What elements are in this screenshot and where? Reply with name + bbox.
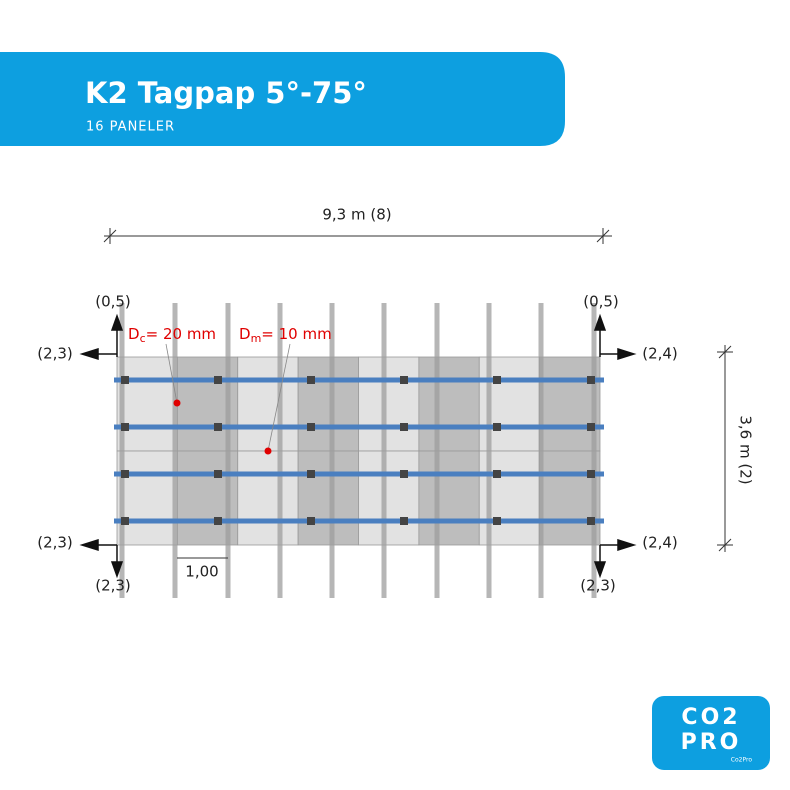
corner-arrows	[79, 313, 637, 579]
solar-panel	[539, 356, 601, 452]
clamp	[587, 423, 595, 431]
header-bar	[0, 52, 565, 146]
dimension-lines	[103, 228, 733, 559]
mounting-rail	[114, 424, 604, 430]
clamp	[493, 517, 501, 525]
load-label: (2,4)	[642, 345, 678, 363]
clamp	[493, 470, 501, 478]
logo-text: CO2	[681, 705, 740, 730]
rafter	[329, 303, 335, 598]
title: K2 Tagpap 5°-75°	[85, 76, 367, 110]
clamp	[400, 470, 408, 478]
clamp	[493, 376, 501, 384]
clamp	[214, 376, 222, 384]
load-label: (2,4)	[642, 534, 678, 552]
logo-caption: Co2Pro	[731, 757, 753, 764]
load-label: (0,5)	[583, 293, 619, 311]
rafter	[381, 303, 387, 598]
subtitle: 16 PANELER	[86, 120, 175, 135]
clamp	[214, 517, 222, 525]
solar-panel	[297, 356, 359, 452]
clamp	[307, 517, 315, 525]
clamp	[307, 376, 315, 384]
rafter	[172, 303, 178, 598]
clamp	[400, 376, 408, 384]
solar-panel	[418, 450, 480, 546]
clamp	[121, 376, 129, 384]
roof-layout	[114, 303, 604, 598]
clamp	[214, 423, 222, 431]
solar-panel	[297, 450, 359, 546]
rafter	[434, 303, 440, 598]
rafter	[225, 303, 231, 598]
solar-panel	[237, 450, 299, 546]
rafter	[591, 303, 597, 598]
load-label: (2,3)	[95, 577, 131, 595]
clamp	[121, 470, 129, 478]
rafter	[277, 303, 283, 598]
clamp	[121, 517, 129, 525]
clamp	[307, 470, 315, 478]
solar-panel	[358, 450, 420, 546]
annotation-dot	[264, 447, 272, 455]
clamp	[121, 423, 129, 431]
clamp	[587, 470, 595, 478]
load-label: (0,5)	[95, 293, 131, 311]
annotation: Dm= 10 mm	[239, 325, 332, 346]
rafter	[538, 303, 544, 598]
clamp	[400, 517, 408, 525]
solar-panel	[116, 356, 178, 452]
width-label: 9,3 m (8)	[322, 206, 391, 224]
height-label: 3,6 m (2)	[737, 415, 755, 484]
solar-panel	[418, 356, 480, 452]
clamp	[307, 423, 315, 431]
load-label: (2,3)	[37, 345, 73, 363]
annotation: Dc= 20 mm	[128, 325, 216, 346]
solar-panel	[539, 450, 601, 546]
rafter	[486, 303, 492, 598]
load-label: (2,3)	[580, 577, 616, 595]
leader-lines	[165, 343, 291, 452]
rafter	[119, 303, 125, 598]
mounting-rail	[114, 377, 604, 383]
clamp	[214, 470, 222, 478]
clamp	[587, 376, 595, 384]
mounting-rail	[114, 471, 604, 477]
clamp	[493, 423, 501, 431]
mounting-rail	[114, 518, 604, 524]
clamp	[587, 517, 595, 525]
spacing-label: 1,00	[185, 563, 218, 581]
clamp	[400, 423, 408, 431]
load-label: (2,3)	[37, 534, 73, 552]
logo-badge	[652, 696, 770, 770]
annotation-dot	[173, 399, 181, 407]
solar-panel	[358, 356, 420, 452]
solar-panel	[116, 450, 178, 546]
solar-panel	[237, 356, 299, 452]
logo-text: PRO	[681, 730, 742, 755]
